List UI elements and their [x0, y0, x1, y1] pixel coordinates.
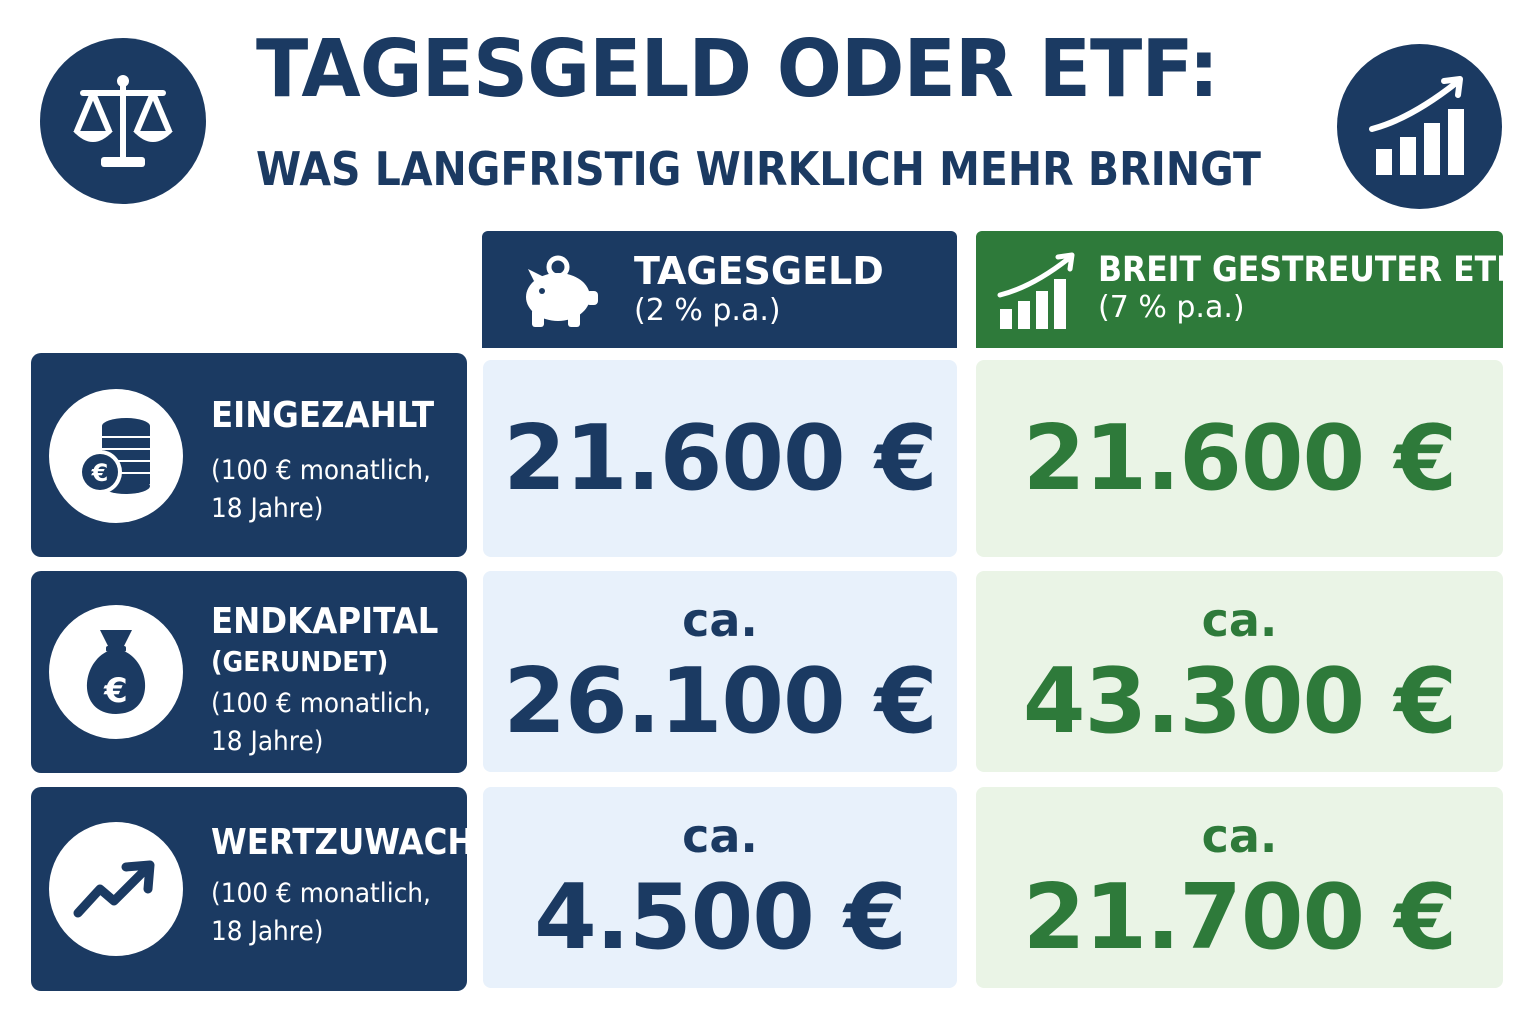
- row-description: (100 € monatlich, 18 Jahre): [211, 452, 431, 529]
- cell-etf-endkapital: ca. 43.300 €: [976, 571, 1503, 772]
- growth-chart-icon: [996, 249, 1080, 335]
- column-title: TAGESGELD: [634, 249, 884, 293]
- row-description-line2: 18 Jahre): [211, 726, 324, 758]
- value: 21.600 €: [503, 405, 937, 511]
- row-label-eingezahlt: € EINGEZAHLT (100 € monatlich, 18 Jahre): [31, 353, 467, 557]
- cell-etf-wertzuwachs: ca. 21.700 €: [976, 787, 1503, 988]
- coins-euro-icon: €: [49, 389, 183, 523]
- value-prefix: ca.: [1201, 808, 1278, 863]
- row-title: EINGEZAHLT: [211, 395, 435, 436]
- row-description: (100 € monatlich, 18 Jahre): [211, 685, 431, 762]
- value: 21.600 €: [1022, 405, 1457, 511]
- value: 43.300 €: [1022, 648, 1457, 754]
- money-bag-euro-icon: €: [49, 605, 183, 739]
- row-description-line1: (100 € monatlich,: [211, 688, 431, 719]
- page-title: TAGESGELD ODER ETF:: [256, 23, 1219, 115]
- piggy-bank-icon: [518, 253, 600, 333]
- row-label-endkapital: € ENDKAPITAL (GERUNDET) (100 € monatlich…: [31, 571, 467, 773]
- cell-tagesgeld-wertzuwachs: ca. 4.500 €: [483, 787, 957, 988]
- value-prefix: ca.: [1201, 592, 1278, 647]
- row-description-line1: (100 € monatlich,: [211, 878, 431, 909]
- value: 4.500 €: [534, 864, 907, 970]
- column-title: BREIT GESTREUTER ETF: [1098, 250, 1518, 290]
- cell-etf-eingezahlt: 21.600 €: [976, 360, 1503, 557]
- row-label-wertzuwachs: WERTZUWACHS (100 € monatlich, 18 Jahre): [31, 787, 498, 991]
- growth-chart-icon: [1337, 44, 1502, 209]
- column-rate: (7 % p.a.): [1098, 289, 1245, 325]
- column-rate: (2 % p.a.): [634, 292, 781, 328]
- value-prefix: ca.: [682, 808, 758, 863]
- page-subtitle: WAS LANGFRISTIG WIRKLICH MEHR BRINGT: [256, 142, 1261, 196]
- column-header-etf: BREIT GESTREUTER ETF (7 % p.a.): [976, 231, 1518, 348]
- trend-up-arrow-icon: [49, 822, 183, 956]
- svg-text:€: €: [91, 459, 109, 487]
- value-prefix: ca.: [682, 592, 758, 647]
- value: 26.100 €: [503, 648, 937, 754]
- cell-tagesgeld-endkapital: ca. 26.100 €: [483, 571, 957, 772]
- svg-text:€: €: [103, 671, 128, 711]
- row-description-line2: 18 Jahre): [211, 493, 324, 525]
- balance-scale-icon: [40, 38, 206, 204]
- row-description: (100 € monatlich, 18 Jahre): [211, 875, 431, 952]
- cell-tagesgeld-eingezahlt: 21.600 €: [483, 360, 957, 557]
- row-title: ENDKAPITAL: [211, 601, 439, 642]
- column-header-tagesgeld: TAGESGELD (2 % p.a.): [482, 231, 957, 348]
- row-title: WERTZUWACHS: [211, 822, 498, 863]
- row-description-line1: (100 € monatlich,: [211, 455, 431, 486]
- value: 21.700 €: [1022, 864, 1457, 970]
- row-qualifier: (GERUNDET): [211, 645, 389, 678]
- row-description-line2: 18 Jahre): [211, 916, 324, 948]
